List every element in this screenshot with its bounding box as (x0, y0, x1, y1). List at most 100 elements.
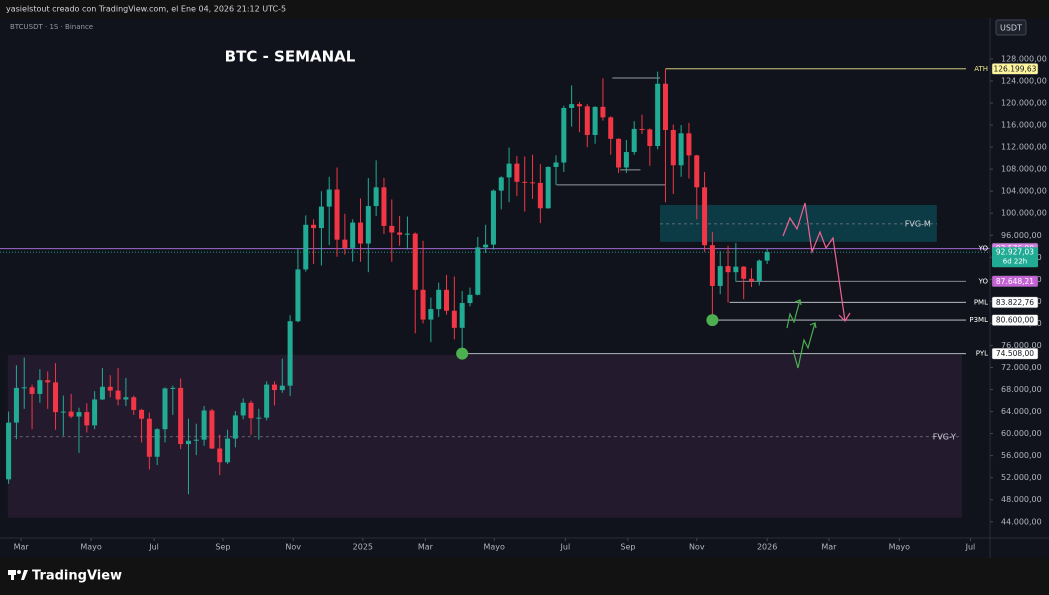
brand-logo (8, 570, 28, 580)
candle-body (311, 224, 317, 229)
arrow-head (838, 312, 851, 322)
candle-body (702, 187, 708, 246)
candle-body (764, 252, 770, 261)
candle-body (662, 83, 668, 131)
candle-body (107, 386, 113, 391)
chart-title: BTC - SEMANAL (225, 48, 356, 66)
y-tick-label: 64.000,00 (1001, 407, 1042, 416)
candle-body (123, 397, 129, 400)
symbol: BTCUSDT · 1S · Binance (10, 23, 93, 31)
y-tick-label: 116.000,00 (1001, 121, 1047, 130)
candle-body (490, 190, 496, 245)
price-tag (991, 275, 1039, 288)
price-tag-label: 83.822,76 (996, 298, 1034, 307)
last-price-label: 92.927,03 (996, 248, 1034, 257)
x-tick-label: Mar (821, 543, 837, 552)
candle-body (420, 289, 426, 320)
candle-body (733, 266, 739, 273)
x-tick-label: Mayo (889, 543, 911, 552)
fvg-zone (7, 354, 962, 518)
watermark: yasielstout creado con TradingView.com, … (6, 5, 286, 14)
candle-body (240, 402, 246, 416)
candle-body (498, 177, 504, 191)
brand: TradingView (32, 569, 122, 584)
candle-body (404, 233, 410, 235)
candle-body (131, 397, 137, 410)
candle-body (68, 411, 74, 417)
candle-body (436, 289, 442, 310)
candle-body (13, 387, 19, 423)
candle-body (6, 422, 12, 480)
x-tick-label: Nov (285, 543, 301, 552)
y-tick-label: 48.000,00 (1001, 495, 1042, 504)
candle-body (537, 182, 543, 209)
candle-body (553, 162, 559, 167)
candle-body (162, 388, 168, 430)
candle-body (576, 104, 582, 107)
candle-body (350, 222, 356, 248)
projection-arrow (786, 299, 801, 329)
logo-part (11, 570, 14, 580)
currency-button[interactable] (995, 19, 1027, 36)
candle-body (92, 399, 98, 426)
candle-body (397, 232, 403, 235)
candle-body (84, 412, 90, 426)
projection-arrow (792, 322, 816, 369)
candle-body (225, 438, 231, 463)
candle-body (357, 222, 363, 244)
candle-body (459, 303, 465, 328)
candle-body (647, 129, 653, 146)
candle-body (412, 233, 418, 290)
price-tag (991, 347, 1039, 360)
y-tick-label: 76.000,00 (1001, 341, 1042, 350)
candle-body (756, 260, 762, 281)
candle-body (45, 380, 51, 383)
x-tick-label: Mar (14, 543, 30, 552)
candle-body (686, 133, 692, 156)
arrow-head (809, 322, 817, 329)
y-tick-label: 128.000,00 (1001, 54, 1047, 63)
y-tick-label: 120.000,00 (1001, 99, 1047, 108)
candle-body (522, 181, 528, 183)
currency[interactable]: USDT (1000, 24, 1022, 33)
y-tick-label: 56.000,00 (1001, 451, 1042, 460)
y-tick-label: 104.000,00 (1001, 187, 1047, 196)
candle-body (717, 266, 723, 286)
x-tick-label: Nov (689, 543, 705, 552)
candle-body (373, 187, 379, 207)
candle-body (201, 410, 207, 440)
low-marker (456, 347, 469, 360)
level-name: P3ML (969, 316, 988, 324)
zone-label: FVG-M (905, 219, 931, 228)
candle-body (670, 130, 676, 166)
low-marker (706, 314, 719, 327)
candle-body (115, 390, 121, 400)
y-tick-label: 52.000,00 (1001, 473, 1042, 482)
level-name: YO (978, 277, 989, 285)
candle-body (53, 382, 59, 413)
y-tick-label: 60.000,00 (1001, 429, 1042, 438)
y-tick-label: 108.000,00 (1001, 165, 1047, 174)
level-name: PML (974, 298, 988, 306)
candle-body (514, 163, 520, 182)
candle-body (600, 106, 606, 118)
price-tag-label: 80.600,00 (996, 316, 1034, 325)
candle-body (232, 415, 238, 439)
candle-body (185, 440, 191, 445)
level-name: PYL (976, 350, 988, 358)
candle-body (561, 107, 567, 163)
price-tag (991, 296, 1039, 309)
candle-body (99, 386, 105, 400)
y-tick-label: 72.000,00 (1001, 363, 1042, 372)
candle-body (170, 387, 176, 389)
y-tick-label: 68.000,00 (1001, 385, 1042, 394)
candle-body (631, 128, 637, 153)
x-tick-label: Sep (215, 543, 230, 552)
candle-body (154, 429, 160, 457)
candle-body (584, 106, 590, 135)
price-tag-label: 126.199,63 (994, 64, 1037, 73)
y-tick-label: 124.000,00 (1001, 76, 1047, 85)
x-tick-label: Jul (560, 543, 571, 552)
arrow-head (794, 299, 802, 306)
